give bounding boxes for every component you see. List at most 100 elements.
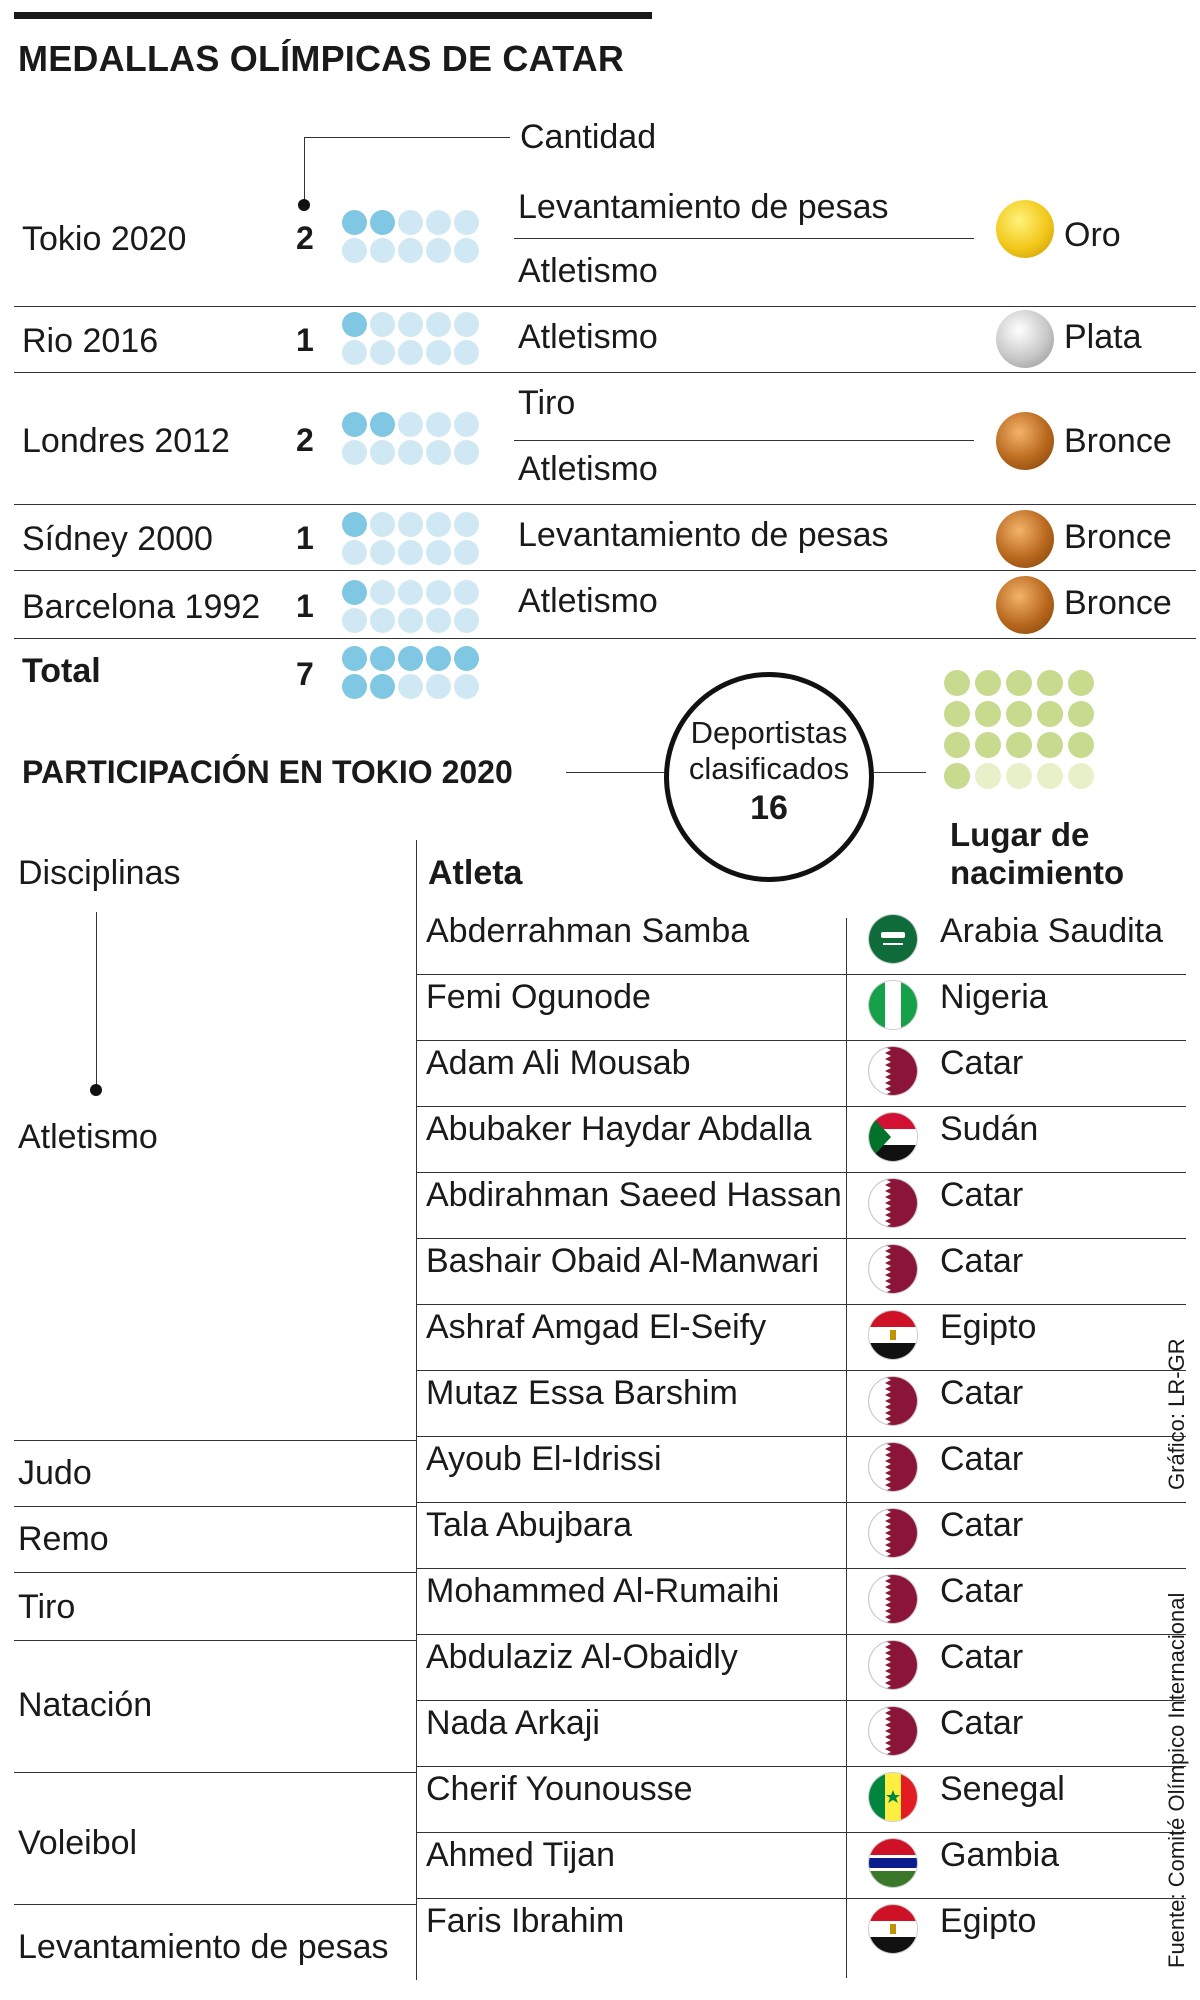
discipline-label: Atletismo <box>18 1118 158 1156</box>
filled-dot <box>370 646 395 671</box>
participation-title: PARTICIPACIÓN EN TOKIO 2020 <box>22 754 513 790</box>
empty-dot <box>398 412 423 437</box>
filled-dot <box>944 670 970 696</box>
medal-row-count: 1 <box>296 520 314 556</box>
gambia-flag-icon <box>868 1838 918 1888</box>
birth-country: Catar <box>940 1704 1024 1742</box>
filled-dot <box>1068 701 1094 727</box>
empty-dot <box>398 512 423 537</box>
filled-dot <box>454 646 479 671</box>
filled-dot <box>342 580 367 605</box>
discipline-label: Levantamiento de pesas <box>18 1928 389 1966</box>
empty-dot <box>398 608 423 633</box>
qatar-flag-icon <box>868 1706 918 1756</box>
filled-dot <box>975 670 1001 696</box>
total-count: 7 <box>296 656 314 692</box>
qatar-flag-icon <box>868 1244 918 1294</box>
empty-dot <box>1006 763 1032 789</box>
empty-dot <box>454 540 479 565</box>
medal-row-sport: Tiro <box>518 384 576 422</box>
empty-dot <box>398 580 423 605</box>
filled-dot <box>342 412 367 437</box>
filled-dot <box>1037 732 1063 758</box>
nigeria-flag-icon <box>868 980 918 1030</box>
egypt-flag-icon <box>868 1310 918 1360</box>
empty-dot <box>342 340 367 365</box>
row-divider <box>416 1766 1186 1767</box>
empty-dot <box>370 540 395 565</box>
discipline-connector <box>96 912 97 1090</box>
medal-type: Bronce <box>1064 518 1172 556</box>
bronze-medal-icon <box>996 576 1054 634</box>
row-divider <box>416 1634 1186 1635</box>
empty-dot <box>370 512 395 537</box>
athlete-column-divider <box>416 840 417 1980</box>
empty-dot <box>398 312 423 337</box>
athlete-header: Atleta <box>428 854 523 892</box>
qatar-flag-icon <box>868 1376 918 1426</box>
athlete-name: Adam Ali Mousab <box>426 1044 691 1082</box>
birthplace-header-2: nacimiento <box>950 854 1125 891</box>
empty-dot <box>426 412 451 437</box>
medal-row-count: 2 <box>296 220 314 256</box>
empty-dot <box>426 512 451 537</box>
empty-dot <box>454 210 479 235</box>
medal-row-sport: Atletismo <box>518 318 658 356</box>
qualified-athletes-circle: Deportistas clasificados 16 <box>664 672 874 882</box>
empty-dot <box>454 674 479 699</box>
sport-divider <box>514 238 974 239</box>
birth-country: Catar <box>940 1638 1024 1676</box>
medal-row-games: Londres 2012 <box>22 422 230 460</box>
medal-row-sport: Levantamiento de pesas <box>518 516 889 554</box>
medal-count-dots <box>342 412 482 468</box>
discipline-connector-dot <box>90 1084 102 1096</box>
row-divider <box>14 306 1196 307</box>
birth-country: Catar <box>940 1440 1024 1478</box>
medal-row-sport: Atletismo <box>518 450 658 488</box>
empty-dot <box>342 608 367 633</box>
birth-country: Sudán <box>940 1110 1039 1148</box>
filled-dot <box>426 646 451 671</box>
birth-country: Catar <box>940 1176 1024 1214</box>
empty-dot <box>426 440 451 465</box>
qatar-flag-icon <box>868 1178 918 1228</box>
row-divider <box>416 1502 1186 1503</box>
row-divider <box>416 1370 1186 1371</box>
empty-dot <box>370 312 395 337</box>
filled-dot <box>370 674 395 699</box>
discipline-divider <box>14 1640 416 1641</box>
athlete-name: Abdulaziz Al-Obaidly <box>426 1638 738 1676</box>
circle-label-2: clasificados <box>688 751 850 786</box>
discipline-label: Remo <box>18 1520 109 1558</box>
medal-count-dots <box>342 512 482 568</box>
medal-type: Bronce <box>1064 422 1172 460</box>
row-divider <box>416 974 1186 975</box>
medal-row-sport: Atletismo <box>518 252 658 290</box>
filled-dot <box>342 512 367 537</box>
birth-country: Catar <box>940 1044 1024 1082</box>
filled-dot <box>1006 670 1032 696</box>
source-credit: Fuente: Comité Olímpico Internacional <box>1164 1592 1189 1968</box>
filled-dot <box>370 412 395 437</box>
country-column-divider <box>846 918 847 1978</box>
silver-medal-icon <box>996 310 1054 368</box>
athlete-name: Tala Abujbara <box>426 1506 633 1544</box>
discipline-divider <box>14 1440 416 1441</box>
circle-label-1: Deportistas <box>690 715 848 750</box>
empty-dot <box>398 238 423 263</box>
bronze-medal-icon <box>996 510 1054 568</box>
medal-row-games: Rio 2016 <box>22 322 159 360</box>
empty-dot <box>1068 763 1094 789</box>
bronze-medal-icon <box>996 412 1054 470</box>
athlete-name: Mutaz Essa Barshim <box>426 1374 738 1412</box>
filled-dot <box>975 732 1001 758</box>
empty-dot <box>398 210 423 235</box>
empty-dot <box>398 540 423 565</box>
birthplace-header-1: Lugar de <box>950 816 1090 853</box>
page-title: MEDALLAS OLÍMPICAS DE CATAR <box>18 38 625 79</box>
graphic-credit: Gráfico: LR-GR <box>1164 1338 1189 1490</box>
gold-medal-icon <box>996 200 1054 258</box>
empty-dot <box>426 540 451 565</box>
medal-type: Plata <box>1064 318 1142 356</box>
filled-dot <box>1068 670 1094 696</box>
